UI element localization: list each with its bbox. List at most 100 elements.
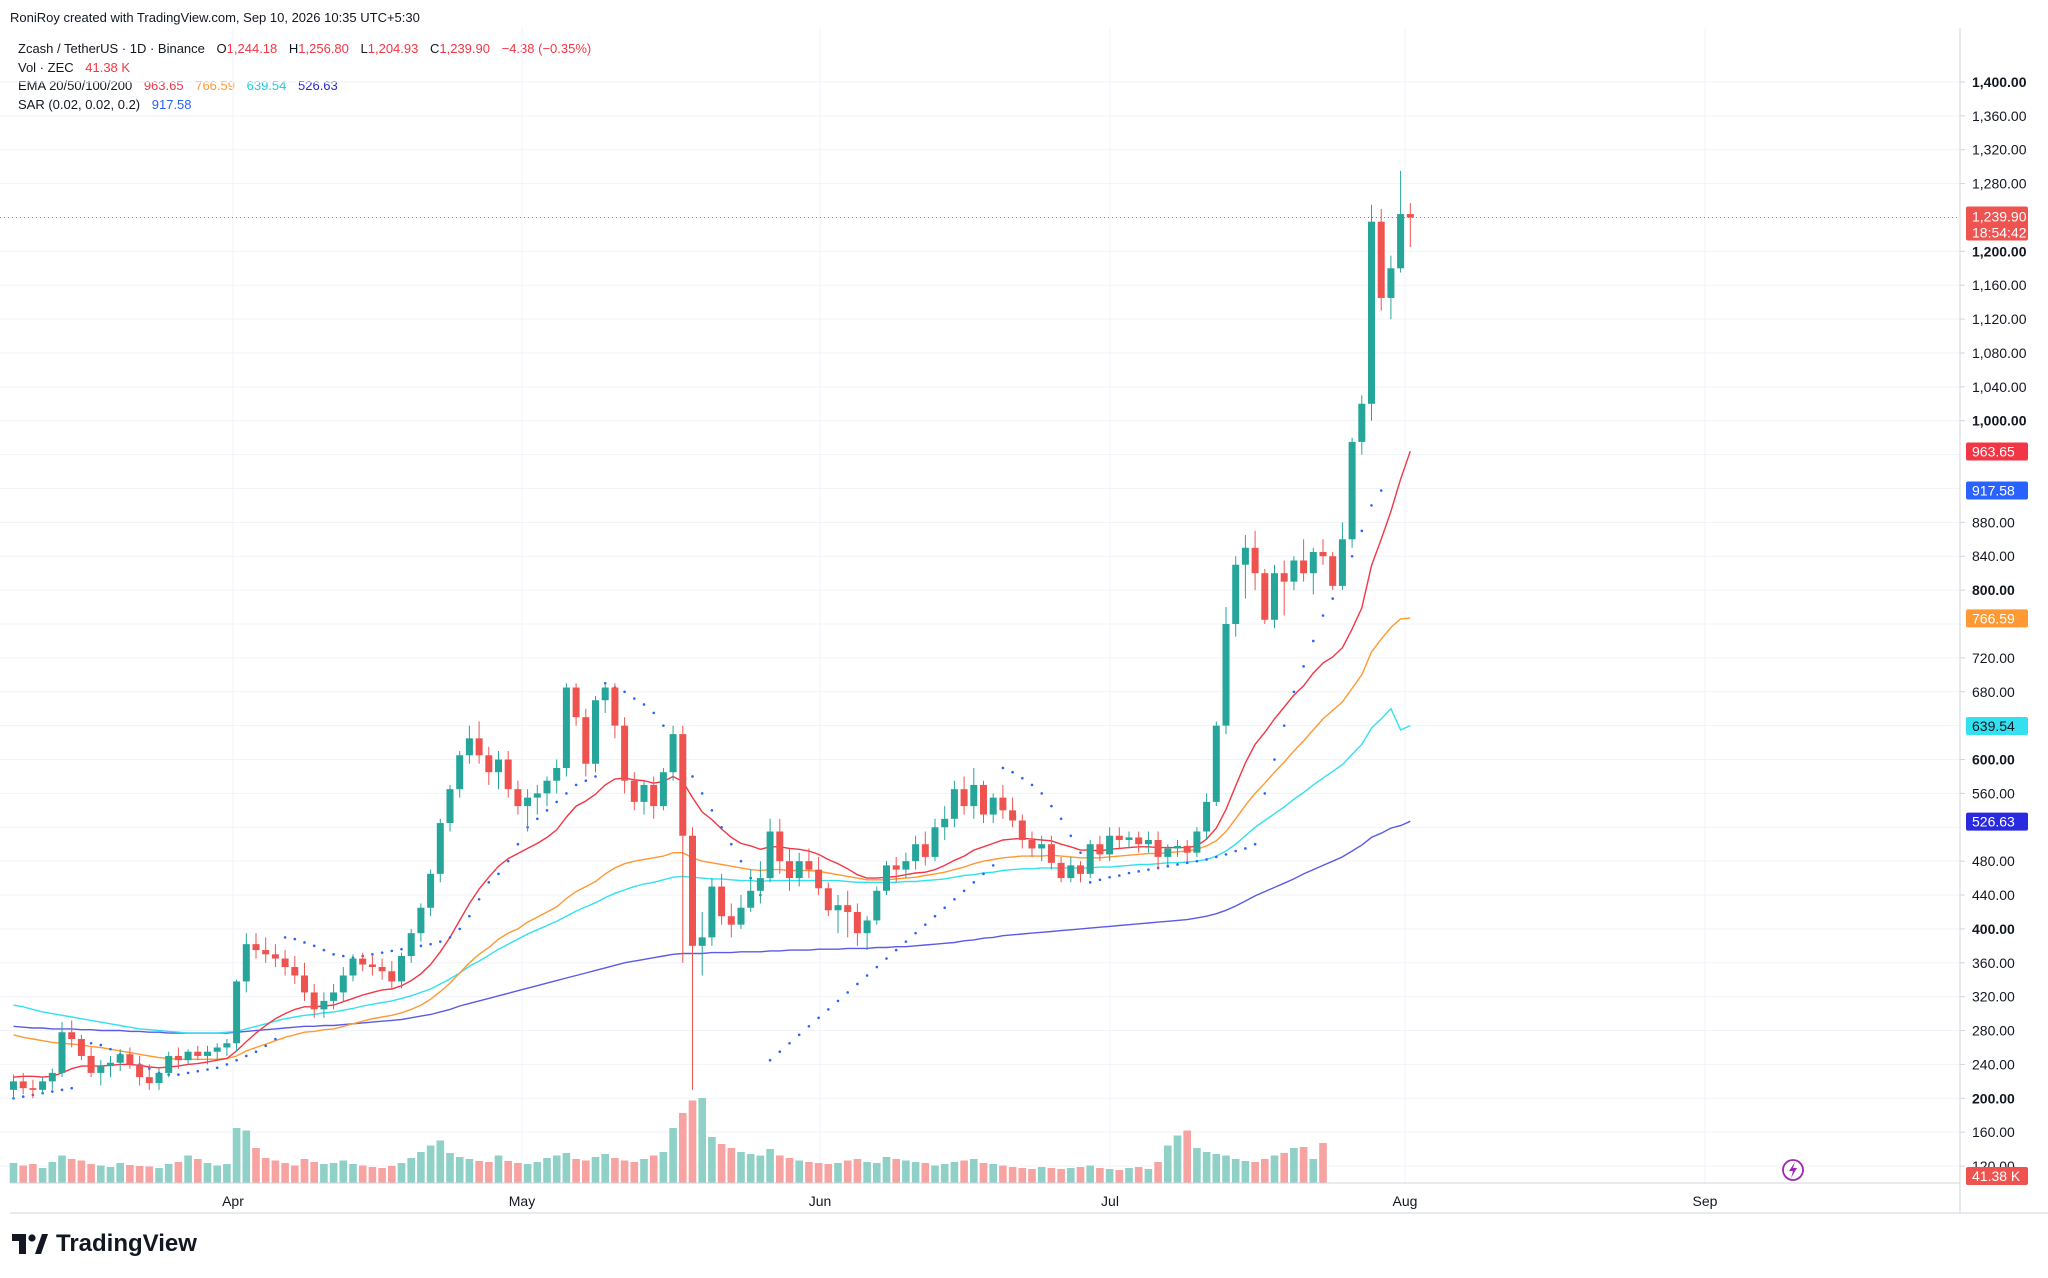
volume-bar [582,1160,590,1183]
volume-bar [1164,1145,1172,1183]
sar-dot [1263,792,1267,795]
volume-bar [155,1168,163,1183]
ema200-badge: 526.63 [1972,814,2015,830]
sar-dot [700,792,704,795]
candle-body [1144,839,1152,845]
candle-body [1183,845,1191,853]
volume-bar [485,1162,493,1183]
tradingview-wordmark: TradingView [56,1230,197,1257]
volume-bar [659,1152,668,1183]
sar-dot [1234,849,1237,853]
y-tick-label: 800.00 [1972,582,2015,598]
candle-body [747,890,755,908]
sar-dot [982,872,985,876]
symbol-name[interactable]: Zcash / TetherUS · 1D · Binance [18,41,205,56]
sar-dot [1312,639,1315,643]
volume-bar [1270,1155,1279,1183]
candle-body [873,890,881,921]
volume-bar [116,1163,124,1183]
volume-bar [29,1164,37,1183]
volume-bar [1134,1167,1143,1183]
candle-body [136,1064,144,1078]
sar-dot [506,859,510,863]
candle-body [1232,564,1240,624]
volume-bar [1231,1159,1240,1183]
sar-dot [730,842,733,846]
candle-body [1212,725,1220,802]
volume-bar [1057,1169,1065,1183]
sar-dot [60,1088,64,1092]
volume-bar [970,1159,978,1183]
sar-dot [545,809,549,812]
volume-bar [19,1165,27,1183]
volume-bar [203,1163,212,1183]
candle-body [378,967,386,972]
candle-body [679,734,687,836]
sar-dot [283,936,287,939]
sar-dot [1370,504,1373,507]
sar-dot [1224,853,1228,856]
volume-bar [368,1167,377,1183]
sar-dot [642,703,646,706]
indicator-lines [13,450,1411,1078]
ema100-badge-bg [1966,717,2028,736]
volume-bar [1202,1152,1211,1183]
sar-dot [1166,864,1170,868]
sar-dot [1331,597,1334,600]
candle-body [1368,221,1375,404]
volume-bar [417,1152,425,1183]
volume-bar [1290,1148,1298,1183]
candle-body [1290,560,1298,582]
candle-body [407,933,415,957]
candle-body [553,767,561,781]
candle-body [1115,835,1123,840]
volume-bar [475,1161,483,1183]
candle-body [155,1072,163,1084]
x-tick-label: Jun [809,1193,832,1209]
x-tick-label: Apr [222,1193,244,1209]
sar-dot [1127,871,1131,875]
sar-dot [1253,842,1257,846]
sar-dot [1011,770,1014,774]
candle-body [1203,801,1211,832]
candle-body [87,1055,95,1073]
candle-body [97,1066,105,1073]
volume-bar [805,1162,813,1183]
legend-volume-row[interactable]: Vol · ZEC 41.38 K [18,59,599,78]
lightning-icon[interactable] [1782,1159,1804,1181]
candle-body [1377,221,1385,298]
sar-dot [565,792,568,795]
y-tick-label: 1,280.00 [1972,176,2027,192]
sar-dot [1088,881,1092,884]
candle-body [184,1051,192,1061]
sar-dot [303,941,306,944]
volume-bar [232,1128,241,1183]
volume-bar [776,1155,784,1183]
ema50-badge-bg [1966,609,2028,628]
volume-bar [1076,1167,1085,1183]
sar-dot [1001,766,1005,770]
volume-bar [58,1155,66,1183]
open-value: 1,244.18 [226,41,278,56]
y-tick-label: 1,040.00 [1972,379,2027,395]
candle-body [1300,560,1308,574]
sar-dot [623,690,626,694]
candle-body [1222,624,1230,726]
volume-bar [911,1162,920,1183]
legend-sar-row[interactable]: SAR (0.02, 0.02, 0.2) 917.58 [18,96,599,115]
volume-bar [310,1162,318,1183]
sar-dot [419,944,423,948]
volume-bar [1125,1168,1133,1183]
candle-body [669,734,677,773]
last-price-badge: 1,239.90 [1972,209,2027,225]
candle-body [301,975,308,993]
sar-dot [1195,859,1199,863]
candle-body [1251,547,1259,574]
y-tick-label: 240.00 [1972,1056,2015,1072]
tradingview-logo[interactable]: TradingView [12,1230,197,1258]
candle-body [368,964,376,968]
volume-bar [223,1164,231,1183]
volume-bar [1086,1165,1094,1183]
sar-dot [225,1063,229,1066]
